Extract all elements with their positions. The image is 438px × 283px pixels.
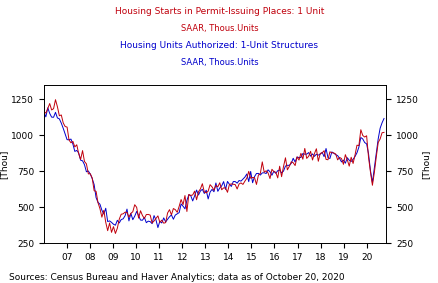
Text: Housing Units Authorized: 1-Unit Structures: Housing Units Authorized: 1-Unit Structu… <box>120 41 318 50</box>
Text: Housing Starts in Permit-Issuing Places: 1 Unit: Housing Starts in Permit-Issuing Places:… <box>115 7 323 16</box>
Text: SAAR, Thous.Units: SAAR, Thous.Units <box>180 58 258 67</box>
Y-axis label: [Thou]: [Thou] <box>0 149 8 179</box>
Text: Sources: Census Bureau and Haver Analytics; data as of October 20, 2020: Sources: Census Bureau and Haver Analyti… <box>9 273 344 282</box>
Y-axis label: [Thou]: [Thou] <box>421 149 430 179</box>
Text: SAAR, Thous.Units: SAAR, Thous.Units <box>180 24 258 33</box>
